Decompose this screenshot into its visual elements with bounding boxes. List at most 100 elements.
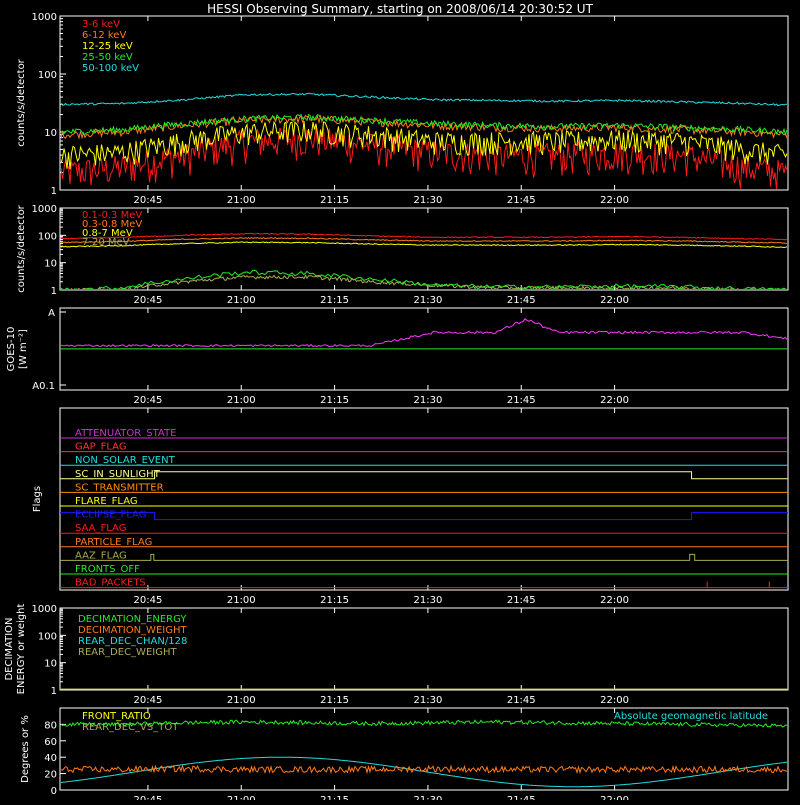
ratios-xtick-label: 21:00 [227,795,256,800]
highe-series-4 [61,269,787,289]
ratios-legend-1: REAR_DEC_VS_TOT [82,722,179,733]
flag-label-3: SC_IN_SUNLIGHT [75,469,161,480]
highe-series-1 [61,237,787,244]
flag-label-11: BAD_PACKETS [75,578,146,589]
ratios-series-2 [61,756,787,788]
dec-xtick-label: 21:30 [414,695,443,706]
goes-axes: 20:45 21:00 21:15 21:30 21:45 22:00 A A0.1 [32,307,789,406]
ratios-xtick-label: 20:45 [134,795,163,800]
flag-trace-3 [60,471,788,480]
ratios-ytick-label: 20 [44,770,57,781]
ratios-series-0 [61,719,787,728]
flags-xtick-label: 20:45 [134,595,163,606]
highe-frame [59,207,789,291]
panels-group: 20:45 21:00 21:15 21:30 21:45 22:001101001000… [4,12,789,805]
highe-ylabel: counts/s/detector [16,204,27,292]
ratios-legend-0: FRONT_RATIO [82,711,151,722]
highe-legend-2: 0.8-7 MeV [82,228,133,239]
goes-ytick-label: A0.1 [32,381,55,392]
flags-xtick-label: 21:15 [320,595,349,606]
dec-legend-0: DECIMATION_ENERGY [78,614,187,625]
dec-ytick-label: 100 [38,631,57,642]
highe-xtick-label: 22:00 [600,295,629,306]
flag-label-5: FLARE_FLAG [75,496,138,507]
ratios-ytick-label: 60 [44,737,57,748]
flag-label-7: SAA_FLAG [75,523,126,534]
ratios-plot-area [61,719,787,788]
highe-xtick-label: 21:15 [320,295,349,306]
highe-ytick-label: 1000 [32,204,57,215]
goes-ylabel: GOES-10 [6,327,17,372]
goes-xtick-label: 22:00 [600,395,629,406]
goes-xtick-label: 21:15 [320,395,349,406]
flag-label-9: AAZ_FLAG [75,550,127,561]
goes-frame [59,307,789,391]
highe-series-3 [66,274,785,289]
rates-xtick-label: 21:30 [414,195,443,206]
ratios-xtick-label: 21:45 [507,795,536,800]
dec-xtick-label: 20:45 [134,695,163,706]
highe-ytick-label: 1 [51,286,57,297]
rates-frame [59,15,789,191]
dec-legend-3: REAR_DEC_WEIGHT [78,647,177,658]
flags-ylabel: Flags [32,486,43,512]
dec-xtick-label: 21:15 [320,695,349,706]
highe-legend-3: 7-20 MeV [82,237,130,248]
goes-series-0 [60,318,788,348]
rates-xtick-label: 21:15 [320,195,349,206]
rates-xtick-label: 21:45 [507,195,536,206]
flags-xtick-label: 21:45 [507,595,536,606]
rates-xtick-label: 20:45 [134,195,163,206]
ratios-ytick-label: 80 [44,720,57,731]
goes-ytick-label: A [48,308,55,319]
flag-label-1: GAP_FLAG [75,442,127,453]
flag-label-8: PARTICLE_FLAG [75,537,152,548]
dec-xtick-label: 22:00 [600,695,629,706]
rates-plot-area [61,92,787,189]
ratios-xtick-label: 21:30 [414,795,443,800]
rates-xtick-label: 22:00 [600,195,629,206]
rates-legend-2: 12-25 keV [82,41,133,52]
flag-trace-6 [60,512,788,521]
highe-legend-0: 0.1-0.3 MeV [82,210,142,221]
dec-ytick-label: 10 [44,659,57,670]
rates-ytick-label: 1 [51,186,57,197]
dec-legend-2: REAR_DEC_CHAN/128 [78,636,187,647]
highe-xtick-label: 20:45 [134,295,163,306]
dec2-ylabel: ENERGY or weight [16,604,27,695]
flag-label-10: FRONTS_OFF [75,564,140,575]
goes2-ylabel: [W m⁻²] [18,329,29,369]
rates-legend-4: 50-100 keV [82,63,139,74]
rates-legend-0: 3-6 keV [82,19,120,30]
flags-frame [59,407,789,591]
ratios-ylabel: Degrees or % [20,715,31,783]
dec-frame [59,607,789,691]
flag-trace-11 [60,581,788,589]
dec-ytick-label: 1000 [32,604,57,615]
highe-xtick-label: 21:30 [414,295,443,306]
highe-series-2 [61,241,787,249]
figure-title: HESSI Observing Summary, starting on 200… [207,2,593,16]
ratios-series-1 [61,763,787,775]
rates-xtick-label: 21:00 [227,195,256,206]
rates-series-1 [61,114,787,140]
flags-xtick-label: 21:00 [227,595,256,606]
dec-ylabel: DECIMATION [4,617,15,680]
highe-legend-1: 0.3-0.8 MeV [82,219,142,230]
ratios-xtick-label: 21:15 [320,795,349,800]
rates-series-4 [61,92,787,107]
goes-xtick-label: 21:00 [227,395,256,406]
ratios-xtick-label: 22:00 [600,795,629,800]
highe-ytick-label: 100 [38,231,57,242]
highe-ytick-label: 10 [44,259,57,270]
rates-legend-3: 25-50 keV [82,52,133,63]
flag-label-2: NON_SOLAR_EVENT [75,455,176,466]
dec-xtick-label: 21:00 [227,695,256,706]
flag-label-4: SC_TRANSMITTER [75,482,164,493]
highe-xtick-label: 21:45 [507,295,536,306]
rates-series-3 [61,113,787,137]
dec-legend-1: DECIMATION_WEIGHT [78,625,187,636]
ratios-ytick-label: 0 [51,786,57,797]
